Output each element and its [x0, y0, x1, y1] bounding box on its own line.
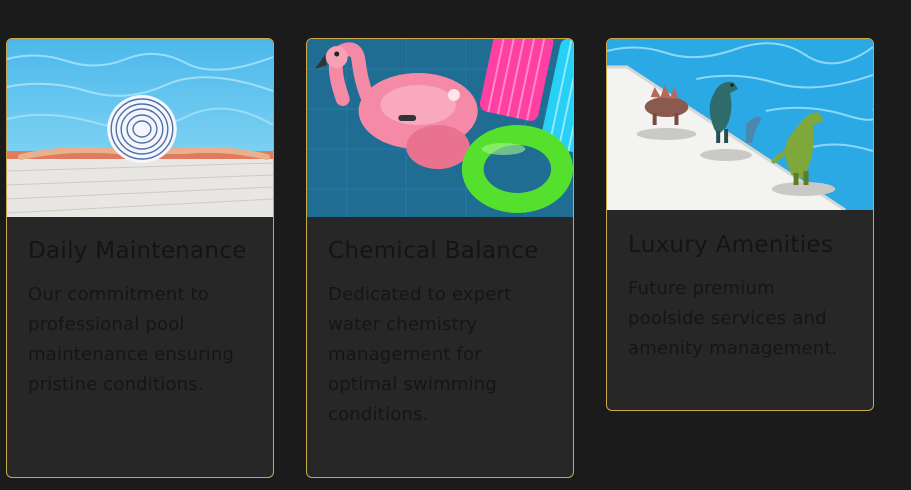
card-image-poolside-dinosaurs	[607, 39, 873, 210]
card-body: Daily Maintenance Our commitment to prof…	[7, 217, 273, 400]
card-image-pool-sunhat	[7, 39, 273, 217]
card-title: Luxury Amenities	[628, 232, 834, 258]
card-description: Our commitment to professional pool main…	[28, 284, 235, 395]
card-luxury-amenities[interactable]: Luxury Amenities Future premium poolside…	[606, 38, 874, 411]
card-description: Future premium poolside services and ame…	[628, 278, 838, 359]
card-body: Luxury Amenities Future premium poolside…	[607, 210, 873, 364]
card-title: Daily Maintenance	[28, 238, 247, 264]
card-title: Chemical Balance	[328, 238, 539, 264]
card-body: Chemical Balance Dedicated to expert wat…	[307, 217, 573, 430]
card-image-pool-floats	[307, 39, 573, 217]
card-description: Dedicated to expert water chemistry mana…	[328, 284, 512, 425]
card-daily-maintenance[interactable]: Daily Maintenance Our commitment to prof…	[6, 38, 274, 478]
card-chemical-balance[interactable]: Chemical Balance Dedicated to expert wat…	[306, 38, 574, 478]
